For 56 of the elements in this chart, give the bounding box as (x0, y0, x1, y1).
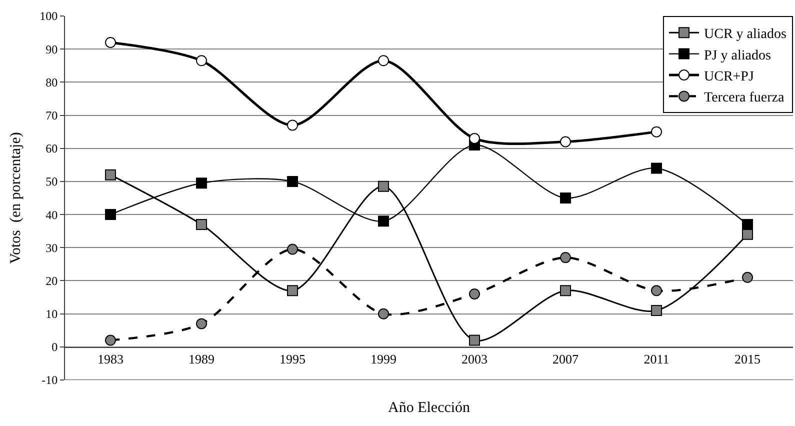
y-tick-label: 100 (40, 9, 58, 24)
point (287, 244, 298, 255)
y-tick-label: 0 (52, 340, 58, 354)
legend-label: UCR+PJ (704, 69, 754, 84)
point (742, 272, 753, 283)
y-tick-label: -10 (42, 373, 58, 388)
legend-label: PJ y aliados (704, 48, 771, 64)
y-tick-label: 60 (46, 142, 58, 156)
y-tick-label: 50 (46, 174, 58, 189)
point (378, 180, 389, 192)
x-tick-label: 2015 (734, 352, 760, 367)
point (196, 55, 207, 66)
y-tick-label: 80 (46, 75, 58, 90)
x-tick-label: 2007 (552, 352, 579, 367)
point (651, 285, 662, 296)
point (105, 209, 116, 220)
x-tick-label: 2011 (644, 352, 670, 367)
y-tick-label: 90 (46, 42, 58, 56)
point (651, 126, 662, 138)
point (742, 228, 753, 240)
x-tick-label: 1989 (188, 352, 214, 367)
y-tick-label: 70 (46, 108, 58, 122)
point (469, 288, 480, 300)
point (651, 162, 662, 174)
point (378, 308, 389, 320)
x-tick-label: 1995 (280, 352, 306, 367)
point (287, 120, 298, 131)
point (105, 169, 116, 180)
point (469, 132, 480, 144)
x-tick-label: 2003 (462, 352, 488, 367)
y-tick-label: 20 (46, 274, 58, 288)
point (105, 36, 116, 48)
x-tick-label: 1999 (370, 352, 396, 367)
point (287, 176, 298, 187)
y-axis-title: Votos (en porcentaje) (8, 132, 24, 264)
point (560, 285, 571, 296)
point (196, 178, 207, 189)
point (196, 318, 207, 330)
y-tick-label: 40 (46, 208, 58, 222)
point (469, 334, 480, 346)
point (651, 305, 662, 316)
point (196, 218, 207, 230)
point (560, 252, 571, 264)
x-tick-label: 1983 (98, 352, 124, 367)
point (378, 55, 389, 66)
point (560, 192, 571, 204)
point (560, 136, 571, 148)
point (287, 285, 298, 296)
y-tick-label: 10 (46, 307, 58, 322)
y-tick-label: 30 (46, 240, 58, 255)
x-axis-title: Año Elección (388, 400, 471, 416)
point (105, 334, 116, 346)
point (742, 218, 753, 230)
point (378, 216, 389, 227)
legend-label: Tercera fuerza (704, 90, 786, 106)
legend-label: UCR y aliados (704, 27, 786, 42)
